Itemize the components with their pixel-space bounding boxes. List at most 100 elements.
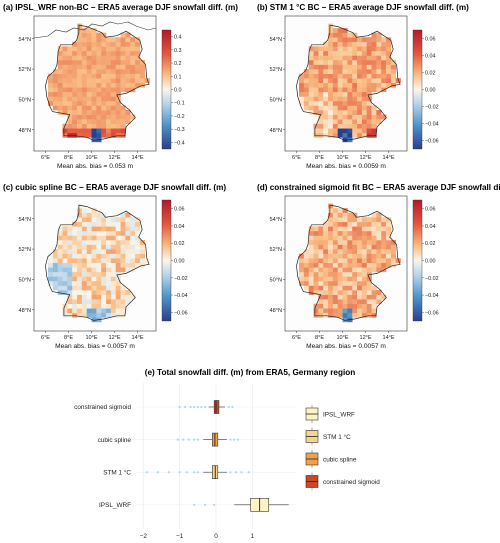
map-cell: [72, 100, 78, 106]
category-label: STM 1 °C: [103, 468, 131, 476]
map-cell: [323, 105, 329, 111]
map-cell: [110, 303, 117, 309]
map-cell: [371, 235, 377, 241]
lat-tick-label: 52°N: [19, 67, 32, 73]
map-cell: [115, 235, 121, 241]
map-cell: [357, 55, 363, 61]
map-cell: [361, 55, 368, 61]
map-cell: [361, 244, 368, 250]
map-cell: [347, 249, 353, 254]
map-cell: [308, 73, 314, 79]
map-cell: [366, 312, 372, 318]
map-cell: [81, 303, 88, 309]
map-cell: [120, 123, 126, 129]
map-cell: [120, 262, 126, 268]
map-cell: [352, 249, 358, 254]
map-cell: [125, 87, 131, 93]
map-cell: [67, 258, 73, 264]
map-cell: [308, 105, 314, 111]
map-cell: [371, 132, 377, 138]
map-cell: [96, 46, 102, 52]
map-cell: [328, 91, 334, 97]
map-cell: [337, 212, 343, 218]
map-cell: [101, 267, 107, 273]
map-cell: [130, 46, 136, 52]
map-cell: [81, 55, 88, 61]
map-cell: [57, 46, 63, 52]
map-cell: [106, 96, 112, 102]
map-cell: [357, 37, 363, 43]
map-cell: [361, 123, 368, 129]
map-cell: [115, 299, 121, 304]
map-cell: [308, 290, 314, 295]
lon-tick-label: 8°E: [64, 335, 73, 341]
map-cell: [106, 69, 112, 74]
map-cell: [72, 69, 78, 74]
map-cell: [106, 312, 112, 318]
map-cell: [110, 105, 117, 111]
map-cell: [328, 87, 334, 93]
map-cell: [57, 285, 63, 291]
map-cell: [366, 50, 372, 56]
map-cell: [332, 290, 339, 295]
map-cell: [86, 119, 92, 124]
map-cell: [337, 235, 343, 241]
map-cell: [366, 308, 372, 314]
map-cell: [318, 235, 324, 241]
map-cell: [357, 69, 363, 74]
map-cell: [328, 276, 334, 282]
map-cell: [342, 82, 348, 88]
map-cell: [352, 69, 358, 74]
map-cell: [357, 312, 363, 318]
map-cell: [386, 244, 392, 250]
map-cell: [106, 73, 112, 79]
map-cell: [101, 82, 107, 88]
map-cell: [101, 285, 107, 291]
map-cell: [86, 69, 92, 74]
map-cell: [125, 73, 131, 79]
map-cell: [62, 82, 68, 88]
panel-a: (a) IPSL_WRF non-BC − ERA5 average DJF s…: [3, 3, 238, 170]
colorbar-tick-label: −0.04: [174, 293, 188, 299]
mean-abs-bias-note: Mean abs. bias = 0.0057 m: [306, 343, 386, 350]
map-cell: [381, 244, 387, 250]
map-cell: [328, 312, 334, 318]
map-cell: [381, 41, 387, 47]
map-cell: [77, 59, 83, 65]
map-cell: [342, 226, 348, 232]
map-cell: [139, 244, 146, 250]
colorbar-tick-label: 0.02: [425, 241, 436, 247]
map-cell: [371, 55, 377, 61]
map-cell: [81, 244, 88, 250]
map-cell: [81, 73, 88, 79]
map-cell: [135, 230, 141, 236]
map-cell: [328, 37, 334, 43]
map-cell: [366, 239, 372, 245]
map-cell: [62, 64, 68, 70]
map-cell: [106, 46, 112, 52]
map-cell: [125, 32, 131, 38]
map-cell: [381, 217, 387, 223]
map-cell: [120, 69, 126, 74]
map-cell: [342, 105, 348, 111]
map-cell: [299, 96, 305, 102]
map-cell: [361, 69, 368, 74]
outlier-point: [178, 471, 181, 474]
map-cell: [332, 37, 339, 43]
map-cell: [328, 69, 334, 74]
map-cell: [67, 262, 73, 268]
map-cell: [371, 262, 377, 268]
map-cell: [323, 299, 329, 304]
map-cell: [332, 100, 339, 106]
panel-e-boxplot: (e) Total snowfall diff. (m) from ERA5, …: [74, 368, 380, 540]
category-label: IPSL_WRF: [99, 502, 131, 509]
map-cell: [91, 50, 97, 56]
map-cell: [361, 280, 368, 286]
map-cell: [328, 239, 334, 245]
map-cell: [96, 105, 102, 111]
map-cell: [62, 69, 68, 74]
map-cell: [337, 32, 343, 38]
map-cell: [390, 253, 397, 259]
map-cell: [130, 59, 136, 65]
map-cell: [101, 294, 107, 300]
